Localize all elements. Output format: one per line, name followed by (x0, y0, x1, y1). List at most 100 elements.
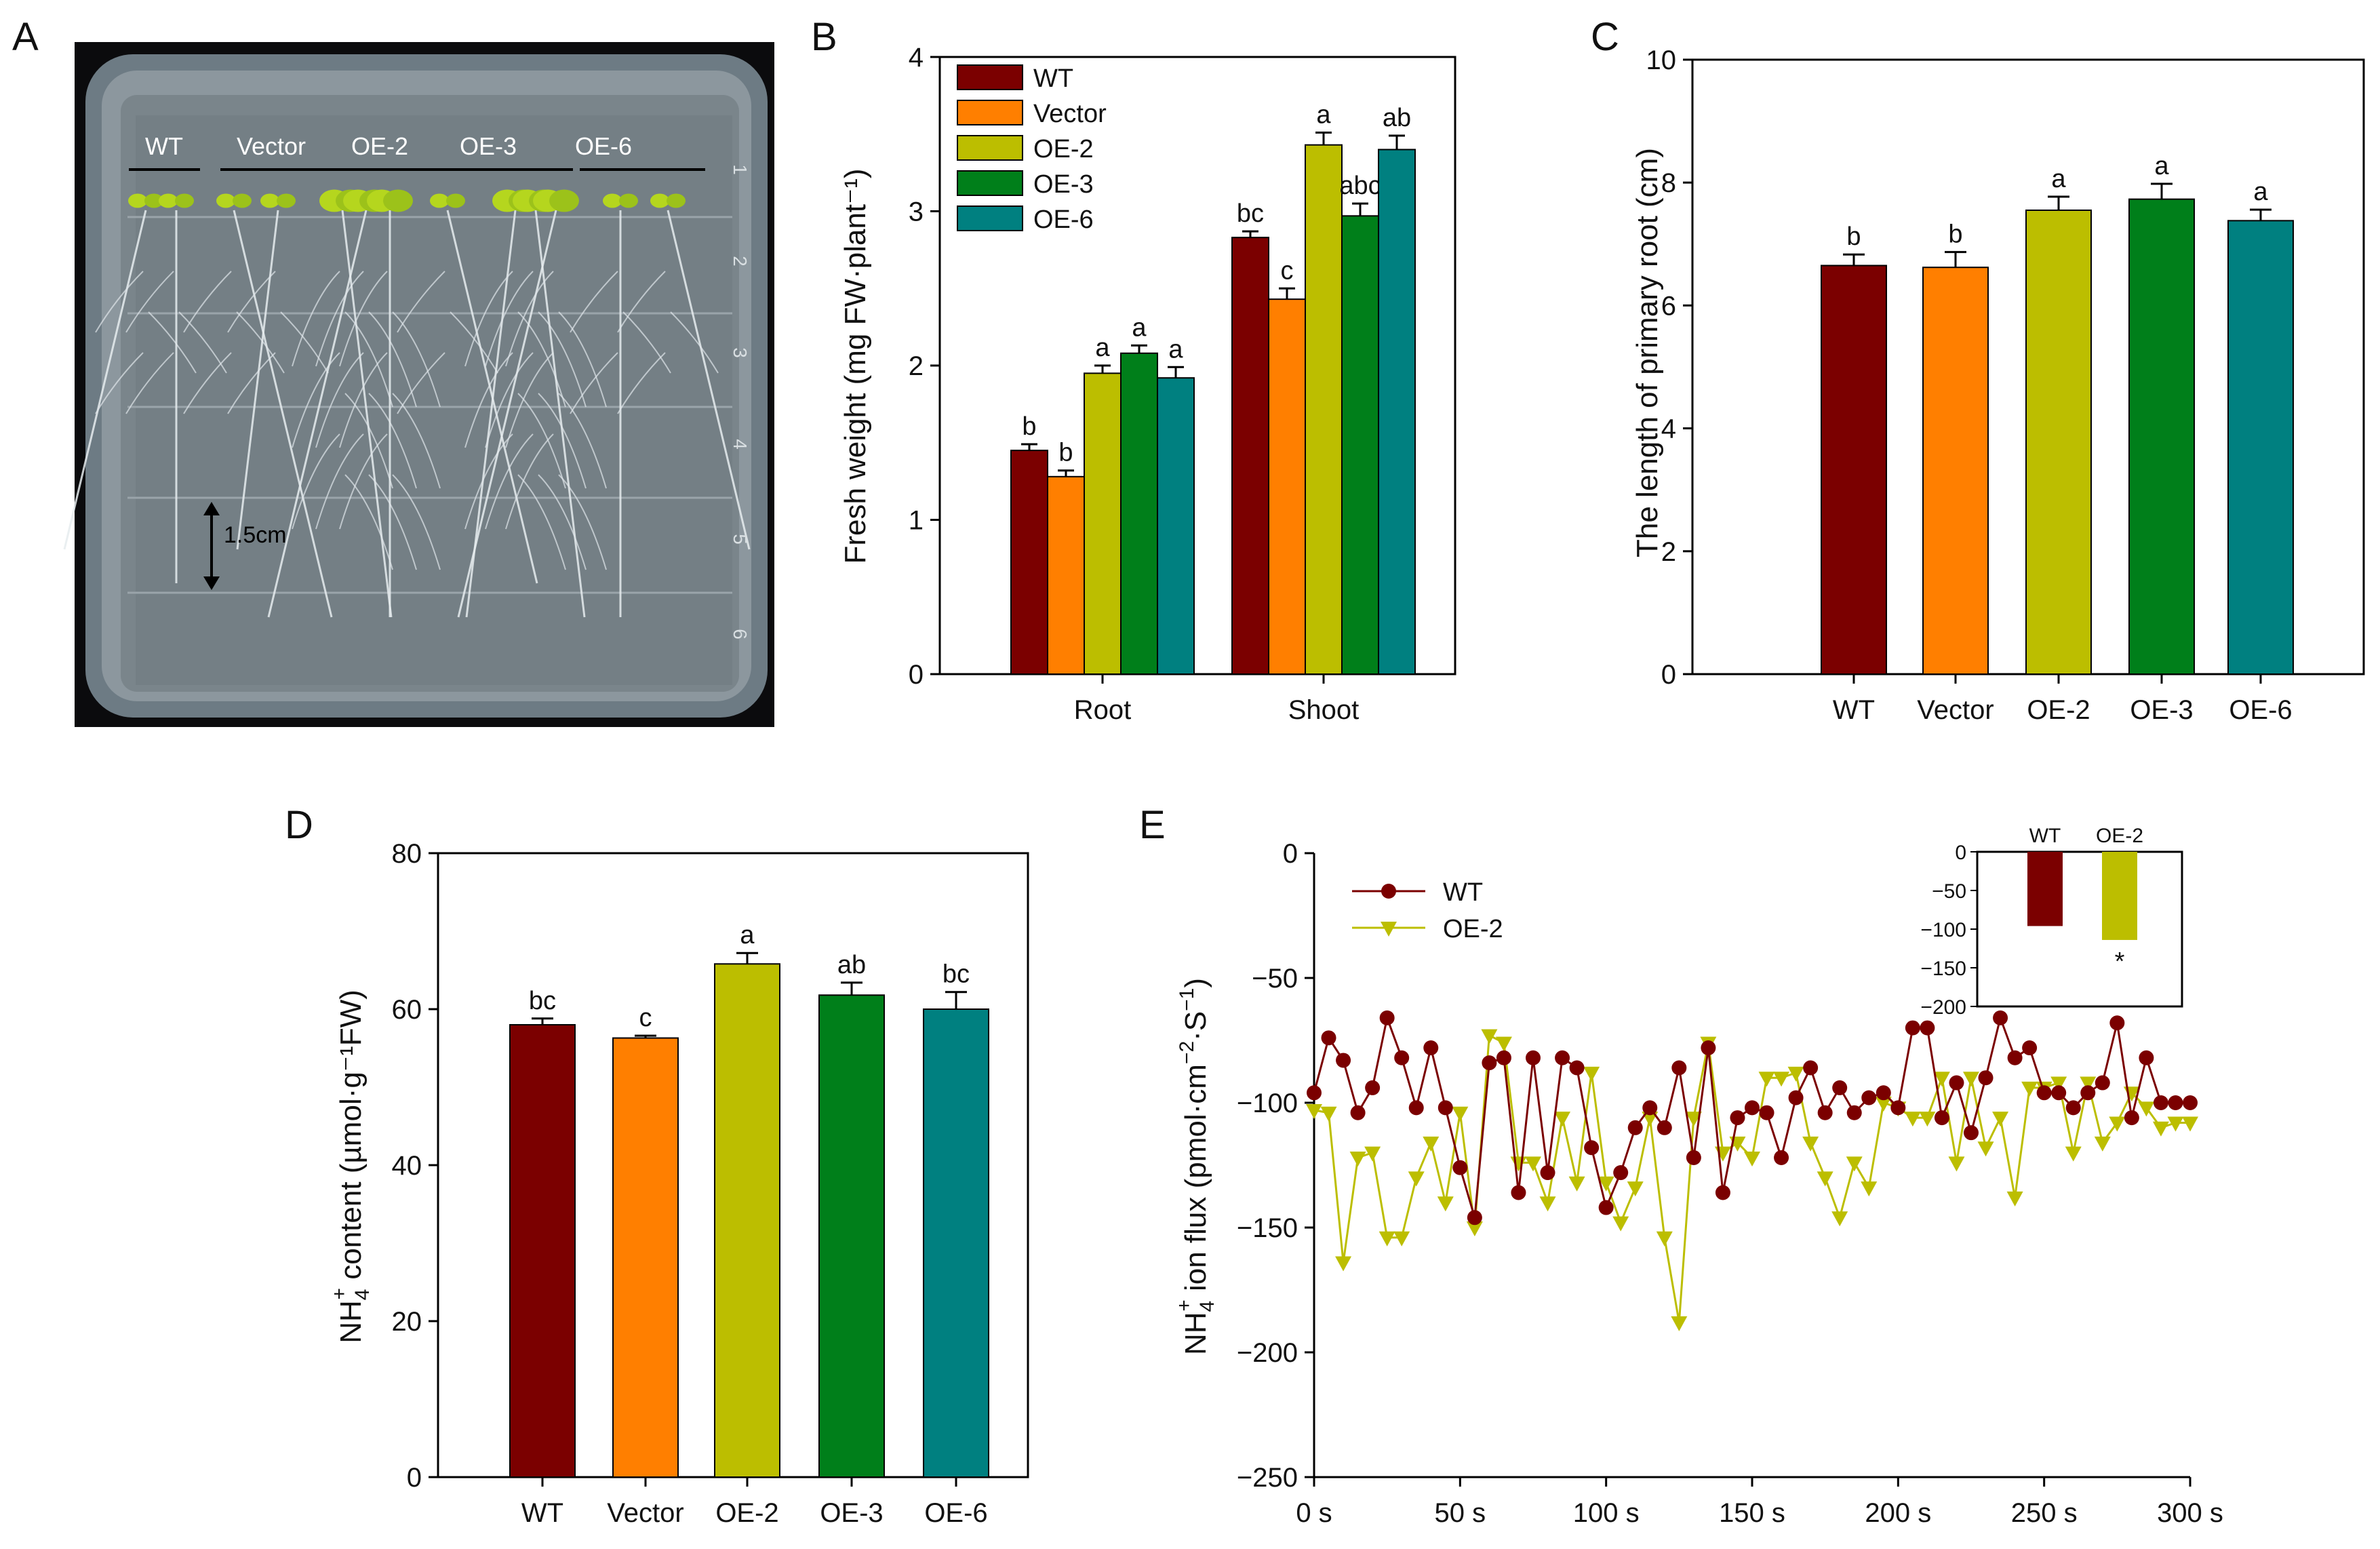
plate-label-wt: WT (145, 132, 183, 160)
seedling-lateral-root (464, 433, 513, 530)
inset-x-label-oe-2: OE-2 (2096, 825, 2143, 847)
ruler-mark-5: 5 (730, 534, 751, 545)
y-tick-label: 40 (392, 1151, 422, 1181)
seedling-lateral-root (315, 271, 364, 367)
inset-y-tick-label: −150 (1920, 958, 1966, 980)
seedling-lateral-root (517, 393, 566, 489)
seedling-lateral-root (505, 352, 554, 448)
point-oe-2 (1656, 1231, 1673, 1247)
seedling-lateral-root (517, 474, 566, 570)
y-tick-label: 0 (407, 1463, 422, 1493)
y-axis-title-part: ) (1179, 978, 1212, 988)
point-wt (1745, 1100, 1760, 1116)
significance-letter: b (1022, 412, 1036, 441)
panel-label-b: B (811, 15, 837, 59)
point-wt (2168, 1095, 2183, 1110)
seedling-lateral-root (558, 393, 607, 489)
legend-label-wt: WT (1443, 878, 1483, 907)
seedling-lateral-root (368, 474, 417, 570)
inset-y-tick-label: −200 (1920, 996, 1966, 1019)
seedling-lateral-root (485, 352, 534, 448)
point-wt (1657, 1120, 1672, 1135)
point-wt (1307, 1085, 1322, 1101)
panel-label-a: A (12, 15, 39, 59)
x-tick-label-vector: Vector (1917, 695, 1994, 725)
bar-oe-3 (2128, 198, 2195, 675)
point-wt (2153, 1095, 2168, 1110)
inset-significance: * (2115, 947, 2125, 976)
bar-oe-2 (714, 963, 780, 1478)
panel-label-e: E (1139, 803, 1166, 847)
y-axis-title-part: NH (334, 1300, 368, 1344)
plate-label-vector: Vector (237, 132, 306, 160)
y-axis-title: Fresh weight (mg FW·plant⁻¹) (839, 168, 872, 564)
bar-wt (1821, 264, 1887, 675)
legend-label-vector: Vector (1033, 100, 1107, 128)
point-wt (1365, 1080, 1381, 1095)
seedling-leaf (175, 193, 194, 208)
seedling-root (457, 210, 557, 618)
y-tick-label: 3 (909, 197, 924, 227)
x-tick-label: 0 s (1296, 1498, 1332, 1528)
bar-oe-6-shoot (1378, 149, 1416, 675)
bar-oe-3-shoot (1341, 215, 1379, 675)
seedling-lateral-root (227, 352, 276, 414)
seedling-lateral-root (558, 311, 607, 408)
y-tick-label: −200 (1237, 1338, 1298, 1368)
y-tick-label: 6 (1661, 291, 1676, 321)
significance-letter: a (1316, 100, 1331, 129)
seedling-lateral-root (622, 311, 671, 374)
point-oe-2 (2006, 1191, 2023, 1207)
legend-label-wt: WT (1033, 64, 1073, 93)
ruler-mark-6: 6 (730, 629, 751, 640)
seedling-root (233, 210, 333, 618)
point-oe-2 (1802, 1136, 1819, 1152)
point-wt (2022, 1040, 2038, 1056)
legend-label-oe-2: OE-2 (1033, 135, 1094, 163)
point-wt (1394, 1050, 1410, 1065)
point-oe-2 (1306, 1104, 1322, 1120)
point-oe-2 (1612, 1216, 1629, 1232)
legend-swatch-oe-3 (957, 170, 1023, 196)
seedling-lateral-root (344, 393, 393, 489)
chart-c-primary-root-length: 0 2 4 6 8 10 WT b Vector b OE-2 a OE-3 a OE-6 a The leng… (1631, 45, 2365, 725)
bar-oe-3-root (1120, 352, 1158, 675)
y-axis-title-part: content (µmol·g⁻¹FW) (334, 989, 368, 1288)
bar-wt (509, 1024, 576, 1478)
plate-label-oe-3: OE-3 (460, 132, 517, 160)
y-axis-title-part: NH (1179, 1312, 1212, 1355)
y-axis-title-part: + (328, 1288, 351, 1300)
point-oe-2 (1846, 1156, 1863, 1172)
y-axis-title: NH4+ content (µmol·g⁻¹FW) (328, 989, 374, 1344)
seedling-lateral-root (339, 352, 388, 448)
legend-label-oe-3: OE-3 (1033, 170, 1094, 199)
point-oe-2 (1495, 1036, 1512, 1052)
significance-letter: a (1132, 313, 1147, 342)
x-tick-label: 100 s (1573, 1498, 1640, 1528)
point-wt (1379, 1010, 1395, 1025)
inset-bar-oe-2 (2102, 852, 2137, 940)
point-oe-2 (1904, 1112, 1921, 1127)
point-oe-2 (1787, 1066, 1804, 1082)
point-oe-2 (1466, 1221, 1483, 1236)
point-wt (1613, 1165, 1629, 1181)
seedling-lateral-root (392, 393, 441, 489)
point-wt (1730, 1110, 1745, 1126)
inset-frame (1976, 850, 2183, 1008)
point-wt (2095, 1075, 2110, 1091)
legend-swatch-oe-2 (957, 135, 1023, 161)
significance-letter: c (1281, 256, 1294, 285)
seedling-leaf (260, 193, 279, 208)
seedling-leaf (650, 193, 669, 208)
seedling-lateral-root (280, 311, 329, 374)
point-oe-2 (1963, 1072, 1979, 1087)
point-wt (1686, 1150, 1701, 1165)
seedling-lateral-root (227, 271, 276, 333)
inset-x-label-wt: WT (2029, 825, 2061, 847)
point-wt (2139, 1050, 2154, 1065)
chart-b-fresh-weight: 01234RootbbaaaShootbccaabcabWTVectorOE-2… (839, 43, 1456, 725)
x-tick-label: 50 s (1435, 1498, 1486, 1528)
significance-letter: a (1095, 334, 1110, 362)
ruler-mark-1: 1 (730, 164, 751, 175)
seedling-lateral-root (485, 271, 534, 367)
